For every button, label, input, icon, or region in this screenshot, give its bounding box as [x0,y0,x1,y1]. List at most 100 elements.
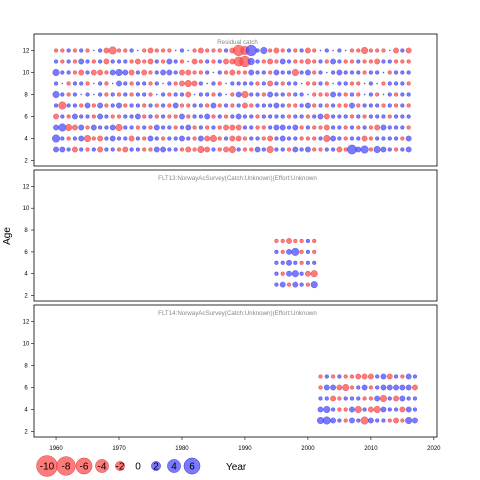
residual-point [381,103,386,108]
legend-label: 0 [135,462,141,473]
residual-point [349,406,355,413]
residual-point [286,48,292,53]
legend-label: 2 [153,462,159,473]
residual-point [331,114,336,119]
residual-point [286,59,292,64]
residual-point [217,147,222,152]
residual-point [368,396,373,401]
residual-point [142,125,147,130]
residual-point [291,69,299,76]
residual-point [268,70,273,75]
residual-point [380,384,387,391]
residual-point [254,146,261,153]
panel-frame [33,33,438,167]
residual-point [299,260,304,265]
residual-point [187,49,190,52]
residual-point [72,146,78,153]
residual-point [90,124,97,131]
residual-point [217,48,222,53]
residual-point [349,81,355,86]
residual-point [217,103,222,108]
residual-point [261,136,266,141]
residual-point [324,396,329,401]
residual-point [204,113,211,120]
residual-point [173,81,178,86]
residual-point [211,59,216,64]
legend-bubble [115,461,125,471]
panel-2: FLT13:NorwayAcSurvey(Catch:Unknown)(Effo… [23,169,438,302]
residual-point [161,125,166,130]
residual-point [179,69,185,76]
residual-point [242,81,247,86]
residual-point [72,103,77,108]
residual-point [343,92,348,97]
residual-point [322,416,331,425]
residual-point [205,103,210,108]
y-tick-label: 8 [24,93,28,99]
residual-point [66,81,71,86]
residual-point [211,114,216,119]
residual-point [368,92,373,97]
residual-point [261,59,266,64]
residual-point [361,384,368,391]
y-tick-label: 6 [24,115,28,121]
residual-point [52,69,60,76]
residual-point [286,81,292,86]
residual-point [368,406,374,413]
residual-point [312,59,317,64]
residual-point [53,81,59,86]
residual-point [349,374,355,379]
residual-point [104,70,109,75]
residual-point [280,92,285,97]
residual-point [394,374,399,379]
residual-point [293,59,298,64]
residual-point [224,48,229,53]
residual-point [249,103,254,108]
residual-point [280,103,285,108]
residual-point [261,114,266,119]
residual-point [323,384,330,391]
residual-point [317,406,324,413]
residual-point [274,81,279,86]
residual-point [400,103,405,108]
residual-point [191,80,198,87]
residual-point [280,260,285,265]
y-axis-label: Age [2,227,13,245]
residual-point [293,81,298,86]
residual-point [394,92,399,97]
panel-title: FLT13:NorwayAcSurvey(Catch:Unknown)(Effo… [158,175,317,182]
residual-point [128,69,135,76]
residual-point [312,81,317,86]
residual-point [198,59,203,64]
residual-point [85,70,90,75]
residual-point [167,81,172,86]
residual-point [103,58,110,65]
residual-point [349,136,355,141]
residual-point [154,136,159,141]
residual-point [299,249,304,254]
residual-point [161,59,166,64]
residual-point [72,81,77,86]
residual-point [305,102,311,109]
residual-point [249,81,254,86]
residual-point [293,260,298,265]
residual-point [192,114,197,119]
residual-point [60,114,65,119]
residual-point [110,147,115,152]
residual-point [66,70,71,75]
residual-point [135,125,140,130]
residual-point [217,81,222,86]
residual-point [368,114,373,119]
legend-bubble [95,459,109,473]
x-tick-label: 1960 [49,446,63,452]
residual-point [394,114,399,119]
residual-point [381,59,386,64]
panel-title: Residual catch [217,39,258,46]
residual-point [224,136,229,141]
residual-point [123,81,128,86]
residual-point [115,124,123,131]
residual-point [173,125,178,130]
y-tick-label: 4 [24,137,28,143]
residual-point [58,101,67,110]
residual-point [405,146,412,153]
